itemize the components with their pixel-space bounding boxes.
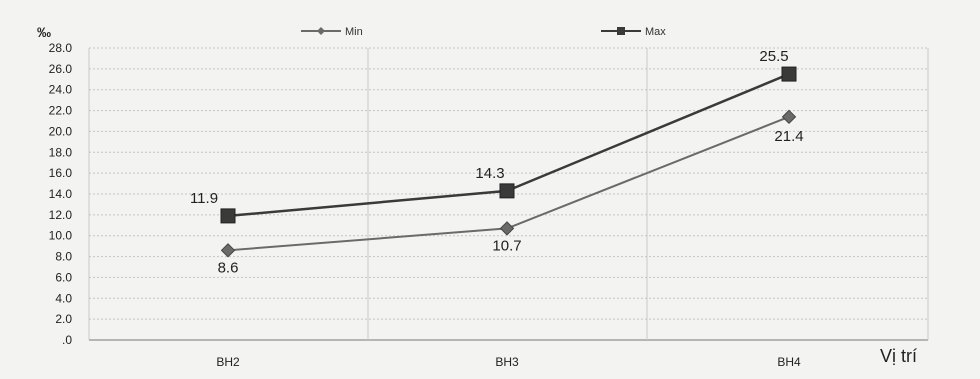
data-point — [499, 221, 515, 236]
y-tick-label: 6.0 — [55, 270, 72, 284]
data-label: 25.5 — [759, 48, 788, 65]
data-label: 21.4 — [774, 128, 803, 145]
x-tick-label: BH4 — [777, 355, 801, 369]
x-tick-label: BH3 — [495, 355, 519, 369]
y-tick-label: 20.0 — [49, 124, 73, 138]
y-tick-label: 26.0 — [49, 62, 73, 76]
data-label: 11.9 — [190, 190, 218, 207]
data-label: 8.6 — [218, 259, 239, 276]
y-tick-label: 24.0 — [49, 83, 73, 97]
axes: ‰ Vị trí .0 2.0 4.0 6.0 8.0 10.0 12.0 14.0 16.0 1… — [37, 24, 917, 369]
data-label: 10.7 — [492, 237, 521, 254]
y-tick-label: 14.0 — [49, 187, 73, 201]
legend-marker — [617, 27, 625, 35]
y-tick-label: 10.0 — [49, 229, 73, 243]
data-point — [220, 208, 236, 224]
data-label: 14.3 — [475, 165, 504, 182]
y-axis-label: ‰ — [37, 24, 51, 40]
y-tick-label: 18.0 — [49, 145, 73, 159]
y-tick-label: 22.0 — [49, 104, 73, 118]
series: 8.6 10.7 21.4 11.9 14.3 25.5 — [190, 48, 804, 276]
legend-marker — [317, 27, 325, 35]
x-tick-label: BH2 — [216, 355, 240, 369]
data-point — [781, 66, 797, 82]
series-min: 8.6 10.7 21.4 — [218, 109, 804, 276]
legend-label: Min — [345, 26, 363, 38]
x-axis-label: Vị trí — [880, 346, 917, 366]
grid — [88, 47, 929, 341]
data-point — [781, 109, 797, 125]
series-max: 11.9 14.3 25.5 — [190, 48, 797, 224]
legend-item-min: Min — [301, 26, 363, 38]
y-tick-label: 16.0 — [49, 166, 73, 180]
y-tick-label: .0 — [62, 333, 72, 347]
legend: Min Max — [301, 26, 666, 38]
y-tick-label: 8.0 — [55, 250, 72, 264]
y-tick-label: 2.0 — [55, 312, 72, 326]
data-point — [499, 183, 515, 199]
y-tick-label: 28.0 — [49, 41, 73, 55]
legend-item-max: Max — [601, 26, 666, 38]
y-tick-label: 4.0 — [55, 291, 72, 305]
data-point — [220, 243, 236, 258]
y-tick-label: 12.0 — [49, 208, 73, 222]
legend-label: Max — [645, 26, 666, 38]
